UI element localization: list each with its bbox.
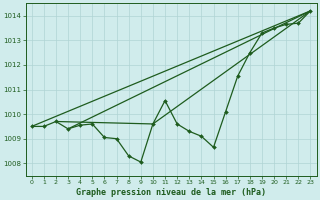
- X-axis label: Graphe pression niveau de la mer (hPa): Graphe pression niveau de la mer (hPa): [76, 188, 266, 197]
